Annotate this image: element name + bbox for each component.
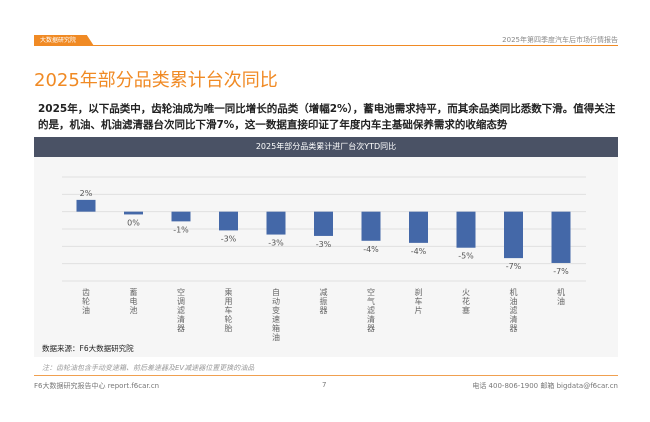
category-label: 器 (177, 324, 185, 333)
category-label: 滤 (510, 305, 518, 315)
category-label: 器 (510, 324, 518, 333)
bar (314, 211, 333, 236)
category-label: 箱 (272, 323, 280, 333)
category-label: 滤 (177, 305, 185, 315)
category-label: 清 (177, 314, 185, 324)
bar (219, 211, 238, 231)
category-label: 轮 (225, 314, 233, 324)
category-label: 油 (557, 296, 565, 306)
category-label: 滤 (367, 305, 375, 315)
bar (504, 211, 523, 259)
category-label: 油 (272, 332, 280, 342)
category-label: 清 (510, 314, 518, 324)
bar (171, 211, 191, 222)
category-label: 车 (225, 305, 233, 315)
footer-divider (34, 375, 618, 376)
report-name: 2025年第四季度汽车后市场行情报告 (502, 36, 618, 44)
data-label: -4% (411, 247, 427, 256)
bar (409, 211, 428, 243)
category-label: 轮 (82, 296, 90, 306)
category-label: 火 (462, 288, 470, 297)
category-label: 空 (367, 287, 375, 297)
category-label: 振 (320, 296, 328, 306)
bar (76, 199, 96, 212)
category-label: 机 (510, 287, 518, 297)
category-label: 空 (177, 287, 185, 297)
footnote: 注：齿轮油包含手动变速箱、前后差速器及EV减速器位置更换的油品 (42, 364, 255, 372)
data-label: -1% (173, 225, 189, 234)
category-label: 花 (462, 296, 470, 306)
page-number: 7 (322, 381, 327, 389)
category-label: 减 (320, 287, 328, 297)
category-label: 油 (510, 296, 518, 306)
data-label: -4% (363, 245, 379, 254)
bar-chart: 2%齿轮油0%蓄电池-1%空调滤清器-3%乘用车轮胎-3%自动变速箱油-3%减振… (62, 176, 586, 342)
category-label: 乘 (225, 287, 233, 297)
category-label: 清 (367, 314, 375, 324)
category-label: 器 (367, 324, 375, 333)
category-label: 刹 (415, 288, 423, 297)
category-label: 速 (272, 315, 280, 324)
data-label: 2% (80, 189, 93, 198)
category-label: 油 (82, 305, 90, 315)
category-label: 机 (557, 287, 565, 297)
category-label: 器 (320, 306, 328, 315)
footer-contact: 电话 400-806-1900 邮箱 bigdata@f6car.cn (472, 382, 618, 390)
bar (551, 211, 571, 263)
category-label: 自 (272, 287, 280, 297)
data-label: -7% (553, 267, 569, 276)
data-label: -7% (506, 262, 522, 271)
category-label: 池 (130, 305, 138, 315)
data-label: -5% (458, 252, 474, 261)
category-label: 电 (130, 296, 138, 306)
footer-left: F6大数据研究报告中心 report.f6car.cn (34, 382, 160, 390)
page-title: 2025年部分品类累计台次同比 (34, 70, 278, 91)
category-label: 蓄 (130, 287, 138, 297)
logo: 大数据研究院 (34, 35, 94, 46)
category-label: 调 (177, 297, 185, 306)
description: 2025年，以下品类中，齿轮油成为唯一同比增长的品类（增幅2%），蓄电池需求持平… (38, 103, 616, 131)
header-divider (34, 45, 618, 46)
bar (266, 211, 286, 235)
category-label: 塞 (462, 305, 470, 315)
category-label: 气 (367, 296, 375, 306)
category-label: 动 (272, 296, 280, 306)
bar (124, 211, 143, 215)
category-label: 齿 (82, 288, 90, 297)
data-label: -3% (221, 234, 237, 243)
category-label: 变 (272, 305, 280, 315)
data-label: -3% (316, 240, 332, 249)
category-label: 车 (415, 296, 423, 306)
data-label: -3% (268, 239, 284, 248)
category-label: 用 (225, 297, 233, 306)
data-source: 数据来源：F6大数据研究院 (42, 344, 134, 353)
chart-title: 2025年部分品类累计进厂台次YTD同比 (34, 137, 618, 157)
bar (361, 211, 381, 241)
category-label: 片 (415, 305, 423, 315)
category-label: 胎 (225, 323, 233, 333)
bar (456, 211, 476, 248)
data-label: 0% (127, 218, 140, 227)
